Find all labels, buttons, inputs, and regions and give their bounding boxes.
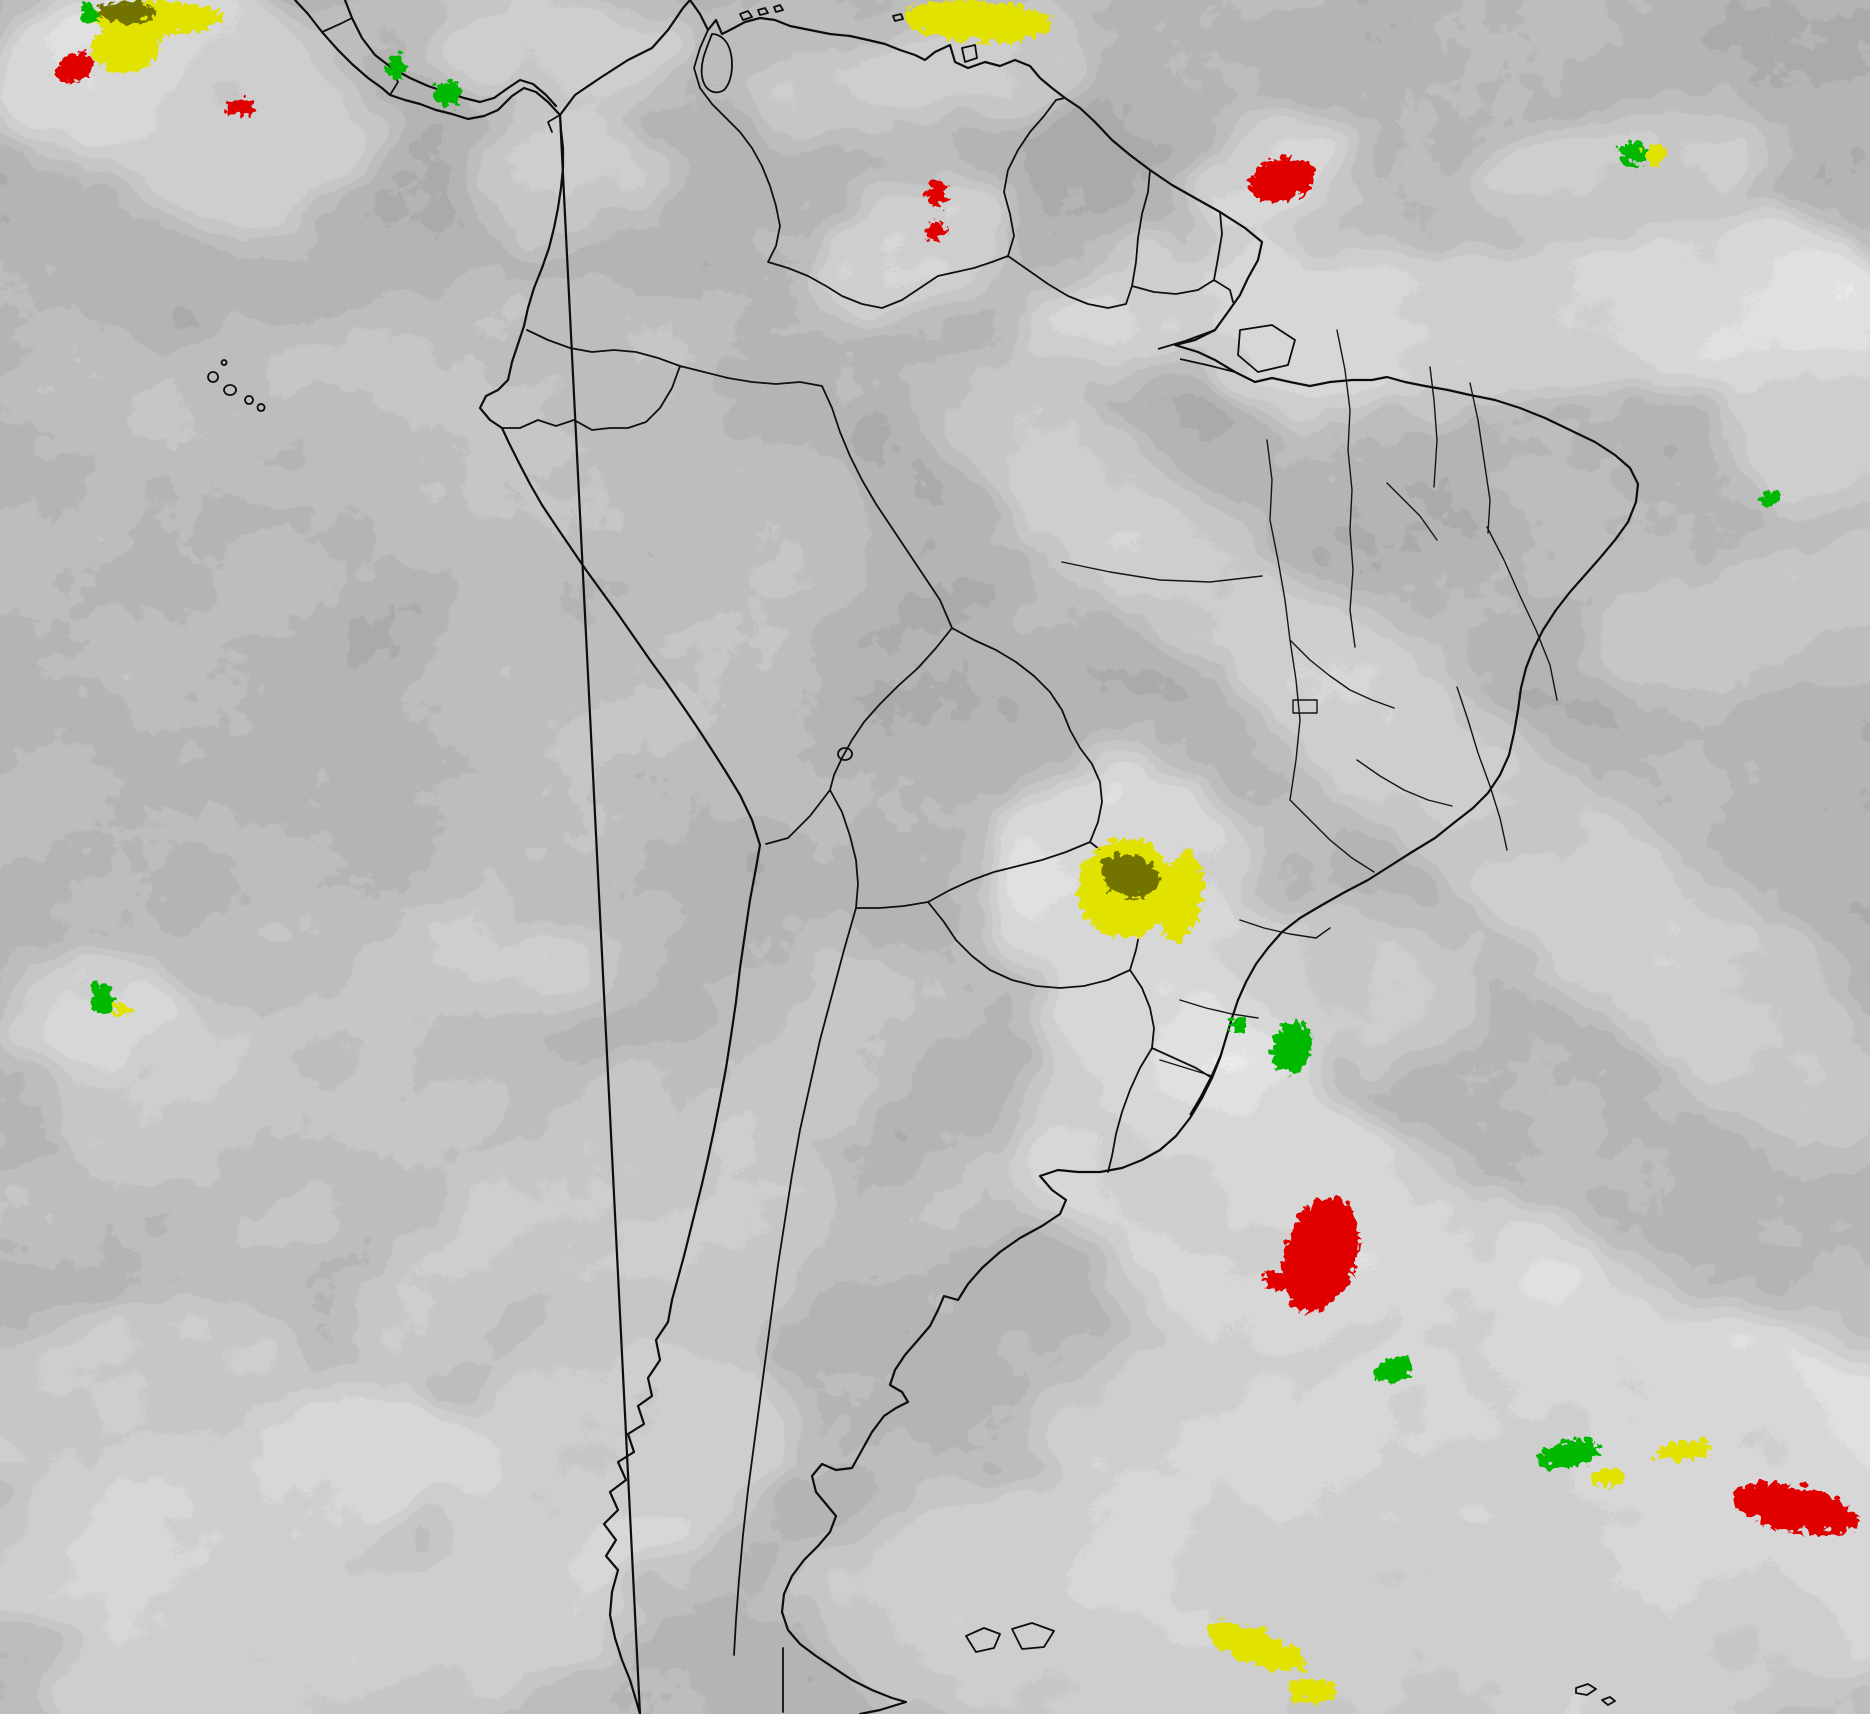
nw-complex-yellow-tail: [87, 16, 157, 68]
south-green-cell-1: [1369, 1352, 1409, 1380]
lake-titicaca: [837, 747, 853, 761]
convection-overlay-layer: [50, 0, 1853, 1701]
nw-complex-green-cell: [77, 0, 93, 20]
south-atlantic-red-main: [1277, 1193, 1355, 1309]
brazil-coast-green-small: [1226, 1012, 1242, 1028]
caribbean-islands: [739, 4, 978, 63]
bottom-yellow-blob: [1283, 1673, 1331, 1701]
south-georgia-islets: [1575, 1683, 1616, 1706]
south-yellow-small: [1587, 1463, 1623, 1483]
venezuela-red-north: [922, 177, 944, 205]
south-red-long: [1727, 1479, 1853, 1531]
lagoa-dos-patos: [1189, 1051, 1223, 1116]
panama-green-cell: [430, 76, 456, 104]
brazil-coast-green-main: [1267, 1016, 1307, 1070]
itcz-yellow-cell: [1641, 139, 1661, 161]
south-yellow-long: [1653, 1436, 1707, 1458]
south-green-cell-2: [1532, 1435, 1598, 1465]
itcz-green-cell: [1617, 137, 1643, 161]
costarica-green-cell: [384, 49, 402, 75]
bottom-yellow-chain: [1201, 1617, 1303, 1669]
east-atlantic-green-dot: [1757, 486, 1777, 504]
nw-complex-olive-core: [93, 0, 151, 19]
marajo-island-amazon-mouth: [1157, 324, 1296, 373]
nw-red-cell-east: [221, 94, 251, 114]
pacific-yellow-cell: [106, 999, 128, 1011]
south-america-coastline: [478, 0, 1640, 1714]
paraguay-yellow-lobe: [1156, 846, 1200, 938]
nw-red-cell-west: [50, 49, 90, 77]
atlantic-itcz-red: [1245, 152, 1311, 198]
venezuela-red-south: [924, 216, 942, 236]
caribbean-yellow-band: [898, 0, 1048, 39]
map-lines-layer: [207, 0, 1640, 1714]
lake-maracaibo: [700, 33, 733, 94]
galapagos-islands: [207, 359, 266, 412]
falkland-islands: [965, 1622, 1055, 1653]
pacific-green-cell: [87, 978, 111, 1012]
brazil-state-borders: [1061, 329, 1558, 1077]
south-atlantic-red-small: [1257, 1269, 1283, 1285]
paraguay-olive-core: [1097, 850, 1155, 894]
